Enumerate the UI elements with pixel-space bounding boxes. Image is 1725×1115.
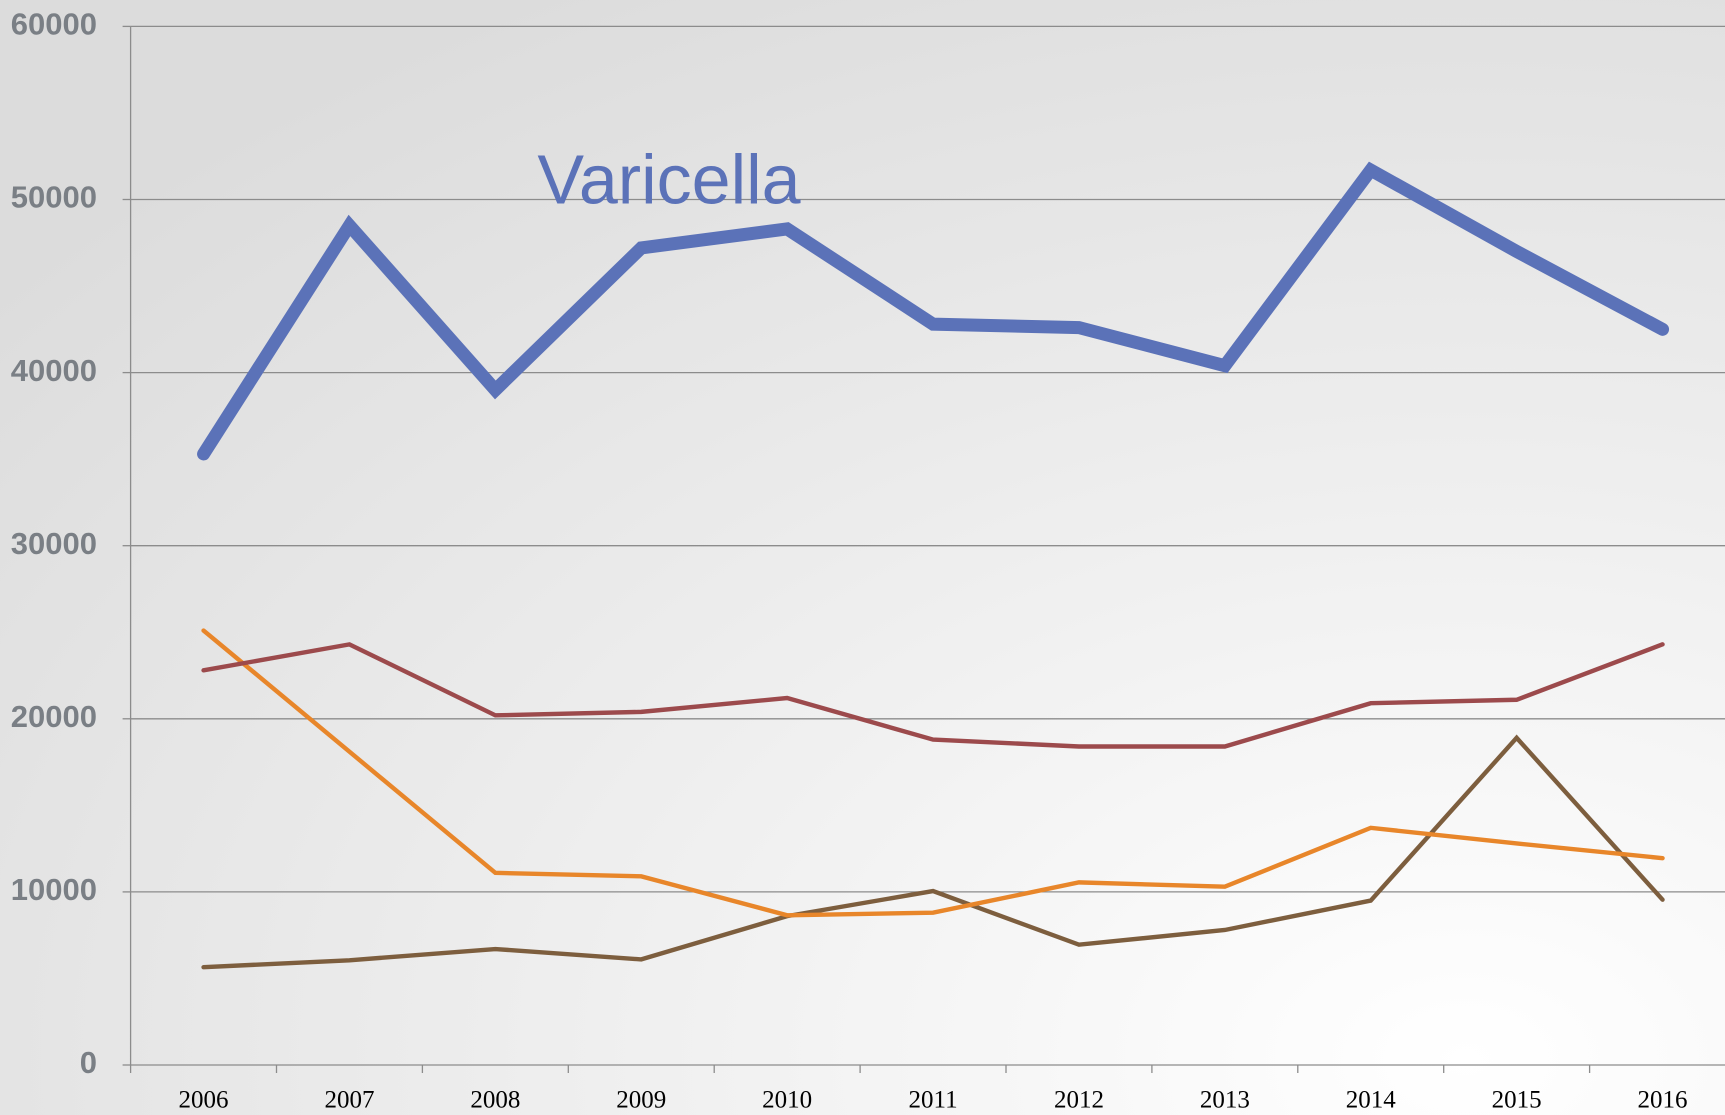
x-tick-label: 2011 — [909, 1087, 958, 1114]
x-tick-label: 2008 — [470, 1087, 520, 1114]
x-tick-label: 2012 — [1054, 1087, 1104, 1114]
y-tick-label: 20000 — [11, 699, 97, 734]
x-tick-label: 2009 — [616, 1087, 666, 1114]
y-tick-label: 40000 — [11, 353, 97, 388]
x-tick-label: 2015 — [1492, 1087, 1542, 1114]
series-line — [201, 628, 1665, 918]
series-line — [201, 642, 1665, 749]
x-tick-label: 2006 — [179, 1087, 229, 1114]
x-tick-label: 2010 — [762, 1087, 812, 1114]
y-tick-label: 50000 — [11, 180, 97, 215]
y-tick-label: 60000 — [11, 7, 97, 42]
y-tick-label: 30000 — [11, 526, 97, 561]
x-tick-label: 2014 — [1346, 1087, 1397, 1114]
series-line — [201, 734, 1665, 970]
x-tick-label: 2013 — [1200, 1087, 1250, 1114]
series-line — [197, 161, 1670, 461]
series-label: Varicella — [537, 140, 800, 218]
y-tick-label: 0 — [80, 1045, 97, 1080]
y-tick-label: 10000 — [11, 872, 97, 907]
x-tick-label: 2007 — [324, 1087, 374, 1114]
x-tick-label: 2016 — [1638, 1087, 1688, 1114]
